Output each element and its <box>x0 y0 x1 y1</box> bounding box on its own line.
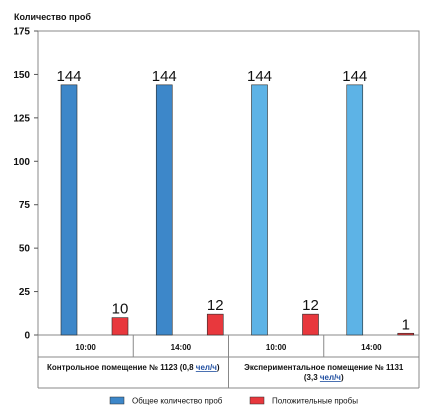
total-samples-bar <box>251 84 268 336</box>
legend-swatch <box>249 396 265 405</box>
total-samples-bar <box>155 84 173 336</box>
y-tick-label: 75 <box>19 200 31 211</box>
y-tick-label: 100 <box>13 157 30 168</box>
positive-samples-bar <box>302 313 319 336</box>
y-tick-label: 0 <box>24 331 30 342</box>
group-label: (3,3 чел/ч) <box>304 373 344 382</box>
x-tick-label: 10:00 <box>75 343 96 352</box>
positive-samples-bar <box>397 332 415 336</box>
group-label-text: (3,3 <box>304 373 320 382</box>
x-tick-label: 14:00 <box>361 343 382 352</box>
group-label: Экспериментальное помещение № 1131 <box>244 363 404 372</box>
group-label-unit: чел/ч <box>320 373 341 382</box>
data-labels: 144 10 144 12 144 12 144 1 <box>56 68 409 333</box>
x-tick-label: 10:00 <box>266 343 287 352</box>
group-label-text: Контрольное помещение № 1123 (0,8 <box>47 363 196 372</box>
y-tick-label: 150 <box>13 70 30 81</box>
data-label: 1 <box>402 316 410 333</box>
positive-samples-bar <box>206 313 224 336</box>
data-label: 144 <box>152 68 177 85</box>
data-label: 12 <box>207 297 224 314</box>
data-label: 144 <box>342 68 367 85</box>
x-axis-table: 10:00 14:00 Контрольное помещение № 1123 (… <box>37 335 420 389</box>
total-samples-bar <box>60 84 78 336</box>
data-label: 144 <box>247 68 272 85</box>
legend-swatch <box>109 396 125 405</box>
bars <box>60 84 415 336</box>
group-label: Контрольное помещение № 1123 (0,8 чел/ч) <box>47 363 220 372</box>
y-axis: 0 25 50 75 100 125 150 175 <box>13 27 38 342</box>
total-samples-bar <box>346 84 364 336</box>
y-axis-title: Количество проб <box>14 12 91 22</box>
y-tick-label: 25 <box>19 287 31 298</box>
data-label: 12 <box>302 297 319 314</box>
legend-label: Положительные пробы <box>272 397 358 406</box>
group-label-text: ) <box>341 373 344 382</box>
positive-samples-bar <box>111 317 129 336</box>
y-tick-label: 175 <box>13 27 30 38</box>
legend: Общее количество проб Положительные пробы <box>109 396 358 406</box>
legend-label: Общее количество проб <box>132 397 223 406</box>
group-label-text: Экспериментальное помещение № 1131 <box>244 363 404 372</box>
data-label: 144 <box>56 68 81 85</box>
group-label-unit: чел/ч <box>196 363 217 372</box>
y-tick-label: 50 <box>19 244 31 255</box>
group-label-text: ) <box>217 363 220 372</box>
y-tick-label: 125 <box>13 113 30 124</box>
x-tick-label: 14:00 <box>171 343 192 352</box>
data-label: 10 <box>112 301 129 318</box>
